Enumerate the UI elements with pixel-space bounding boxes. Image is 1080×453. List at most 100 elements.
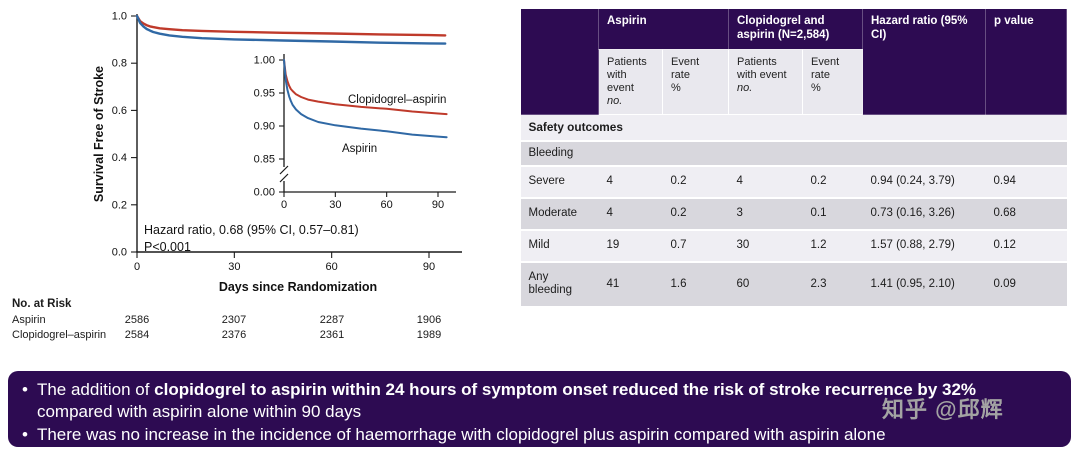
subsection-header: Bleeding [520,140,1067,168]
inset-y-tick-label: 1.00 [254,55,275,67]
row-label-cell: Any bleeding [520,261,599,309]
risk-row: Aspirin 2586 2307 2287 1906 [4,314,509,328]
x-tick-label: 0 [134,261,140,273]
subsection-row: Bleeding [520,140,1067,168]
series-label-aspirin: Aspirin [342,143,377,155]
outcomes-table: Aspirin Clopidogrel and aspirin (N=2,584… [520,7,1067,309]
risk-row: Clopidogrel–aspirin 2584 2376 2361 1989 [4,329,509,343]
table-row: Any bleeding 41 1.6 60 2.3 1.41 (0.95, 2.10) 0… [520,261,1067,309]
bullet-text-1: The addition of clopidogrel to aspirin w… [36,380,977,421]
row-label-cell: Moderate [520,198,599,231]
table-cell: 0.2 [662,166,729,200]
inset-curve-clopidogrel-aspirin [283,59,448,116]
p-value-annotation: P<0.001 [144,240,191,254]
inset-x-tick-label: 60 [381,199,393,211]
table-row: Moderate 4 0.2 3 0.1 0.73 (0.16, 3.26) 0.68 [520,198,1067,231]
km-chart-panel: 1.0 0.8 0.6 0.4 0.2 0.0 0 30 60 90 Days since Rand… [4,2,509,362]
no-at-risk-table: No. at Risk Aspirin 2586 2307 2287 1906 Clopi… [4,298,509,350]
table-cell: 4 [598,198,663,231]
inset-x-tick-label: 0 [281,199,287,211]
table-cell: 3 [728,198,803,231]
x-tick-label: 90 [423,261,435,273]
inset-y-tick-label: 0.90 [254,121,275,133]
table-cell: 0.7 [662,229,729,263]
table-cell: 1.6 [662,261,729,309]
risk-count: 2287 [319,314,345,326]
table-row: Mild 19 0.7 30 1.2 1.57 (0.88, 2.79) 0.12 [520,229,1067,263]
table-cell: 19 [598,229,663,263]
col-header-aspirin: Aspirin [598,8,729,50]
bullet-item-1: • The addition of clopidogrel to aspirin… [22,379,1053,423]
section-row: Safety outcomes [520,114,1067,142]
y-tick-label: 0.6 [112,105,127,117]
inset-y-tick-label: 0.00 [254,187,275,199]
bullet-icon: • [22,425,28,444]
subheader-patients-clopidogrel: Patients with event no. [728,48,803,116]
y-tick-label: 0.0 [112,247,127,259]
y-tick-label: 1.0 [112,11,127,23]
series-label-clopidogrel-aspirin: Clopidogrel–aspirin [348,94,446,106]
subheader-event-rate-aspirin: Event rate % [662,48,729,116]
table-cell: 0.1 [802,198,863,231]
subheader-event-rate-clopidogrel: Event rate % [802,48,863,116]
x-axis-title: Days since Randomization [219,280,377,294]
y-tick-label: 0.4 [112,152,127,164]
section-header: Safety outcomes [520,114,1067,142]
table-cell: 0.12 [985,229,1067,263]
table-cell: 1.57 (0.88, 2.79) [862,229,986,263]
hazard-ratio-annotation: Hazard ratio, 0.68 (95% CI, 0.57–0.81) [144,223,359,237]
subheader-patients-aspirin: Patients with event no. [598,48,663,116]
watermark: 知乎 @邱辉 [882,397,1004,422]
y-axis-title: Survival Free of Stroke [92,66,106,202]
row-label-cell: Severe [520,166,599,200]
bullet-item-2: • There was no increase in the incidence… [22,424,1053,446]
no-at-risk-title: No. at Risk [12,298,72,310]
table-cell: 4 [728,166,803,200]
table-cell: 60 [728,261,803,309]
col-header-clopidogrel-aspirin: Clopidogrel and aspirin (N=2,584) [728,8,863,50]
table-cell: 0.2 [802,166,863,200]
table-cell: 4 [598,166,663,200]
x-tick-label: 30 [228,261,240,273]
risk-row-label: Clopidogrel–aspirin [12,329,107,341]
risk-row-label: Aspirin [12,314,46,326]
table-cell: 30 [728,229,803,263]
table-cell: 0.94 [985,166,1067,200]
col-header-p-value: p value [985,7,1067,116]
summary-banner: • The addition of clopidogrel to aspirin… [8,371,1071,447]
survival-curve-clopidogrel-aspirin [135,14,447,37]
x-tick-label: 60 [326,261,338,273]
table-cell: 0.94 (0.24, 3.79) [862,166,986,200]
table-cell: 1.2 [802,229,863,263]
inset-curve-aspirin [283,59,448,139]
axis-break-icon [279,173,289,183]
risk-count: 2361 [319,329,345,341]
risk-count: 2376 [221,329,247,341]
risk-count: 2307 [221,314,247,326]
table-cell: 0.68 [985,198,1067,231]
table-cell: 2.3 [802,261,863,309]
risk-count: 2584 [124,329,150,341]
risk-count: 1906 [416,314,442,326]
survival-curve-aspirin [135,14,447,45]
bullet-text-2: There was no increase in the incidence o… [36,425,886,444]
inset-y-tick-label: 0.85 [254,154,275,166]
inset-y-tick-label: 0.95 [254,88,275,100]
table-cell: 41 [598,261,663,309]
row-label-cell: Mild [520,229,599,263]
bullet-icon: • [22,380,28,399]
table-cell: 1.41 (0.95, 2.10) [862,261,986,309]
table-cell: 0.09 [985,261,1067,309]
col-header-hazard-ratio: Hazard ratio (95% CI) [862,7,986,116]
table-row: Severe 4 0.2 4 0.2 0.94 (0.24, 3.79) 0.94 [520,166,1067,200]
risk-count: 1989 [416,329,442,341]
table-cell: 0.73 (0.16, 3.26) [862,198,986,231]
axis-break-icon [279,165,289,175]
y-tick-label: 0.8 [112,58,127,70]
inset-x-tick-label: 30 [329,199,341,211]
y-tick-label: 0.2 [112,199,127,211]
risk-count: 2586 [124,314,150,326]
inset-x-tick-label: 90 [432,199,444,211]
